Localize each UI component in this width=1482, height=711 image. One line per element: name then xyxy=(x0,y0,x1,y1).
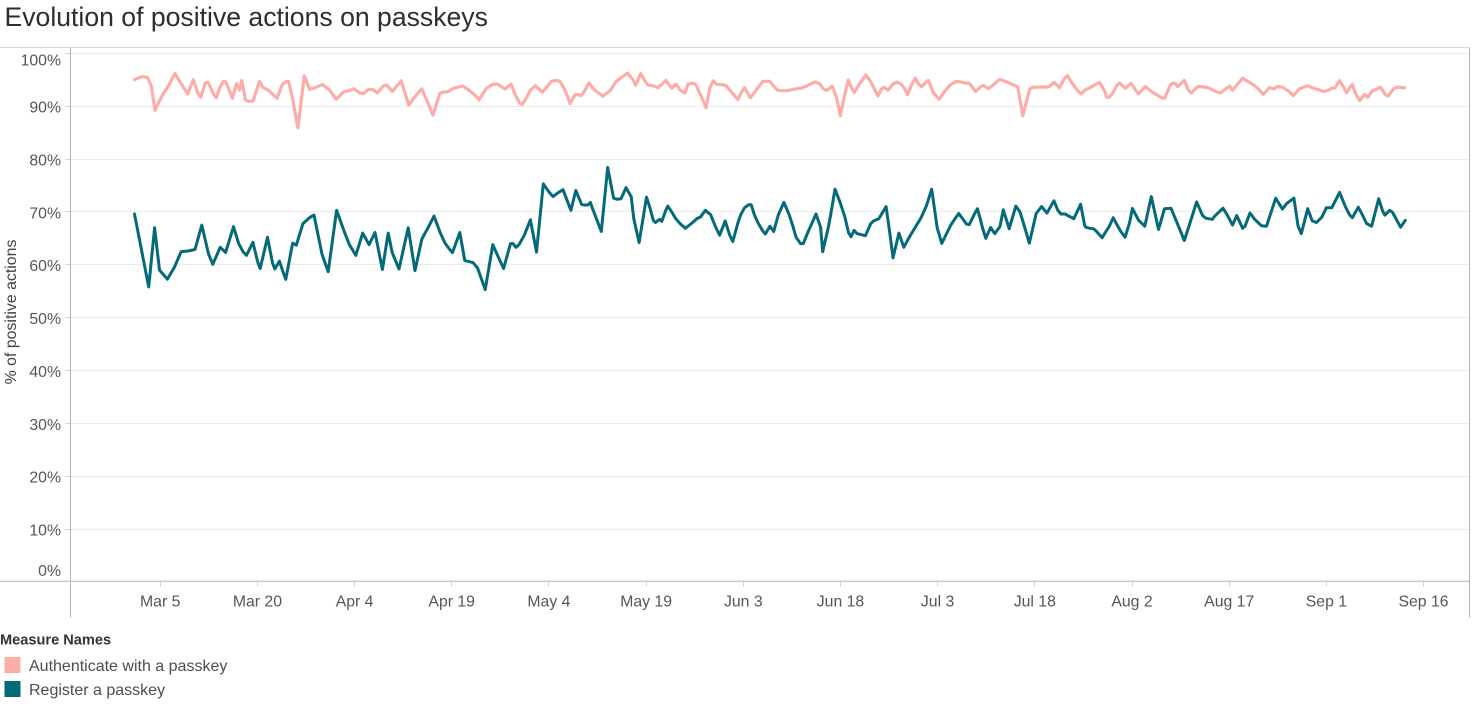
svg-text:Measure Names: Measure Names xyxy=(0,633,111,649)
svg-text:Evolution of positive actions: Evolution of positive actions on passkey… xyxy=(5,2,488,32)
svg-text:0%: 0% xyxy=(38,563,61,580)
svg-text:Jul 18: Jul 18 xyxy=(1014,594,1056,611)
svg-text:Jun 18: Jun 18 xyxy=(817,594,865,611)
svg-text:30%: 30% xyxy=(29,417,61,434)
svg-text:Apr 19: Apr 19 xyxy=(428,594,475,611)
svg-text:May 4: May 4 xyxy=(527,594,570,611)
svg-text:Aug 2: Aug 2 xyxy=(1111,594,1152,611)
svg-text:Jul 3: Jul 3 xyxy=(921,594,955,611)
svg-text:10%: 10% xyxy=(29,523,61,540)
svg-text:Register a passkey: Register a passkey xyxy=(29,682,165,699)
svg-text:Apr 4: Apr 4 xyxy=(336,594,374,611)
svg-text:60%: 60% xyxy=(29,258,61,275)
svg-text:Mar 5: Mar 5 xyxy=(140,594,181,611)
svg-text:20%: 20% xyxy=(29,470,61,487)
svg-text:80%: 80% xyxy=(29,152,61,169)
svg-text:Authenticate with a passkey: Authenticate with a passkey xyxy=(29,658,227,675)
svg-text:100%: 100% xyxy=(21,53,61,70)
svg-text:May 19: May 19 xyxy=(620,594,672,611)
svg-text:Sep 1: Sep 1 xyxy=(1306,594,1347,611)
svg-text:Jun 3: Jun 3 xyxy=(724,594,763,611)
svg-text:70%: 70% xyxy=(29,205,61,222)
svg-text:90%: 90% xyxy=(29,100,61,117)
svg-text:Mar 20: Mar 20 xyxy=(233,594,282,611)
svg-text:50%: 50% xyxy=(29,311,61,328)
svg-text:40%: 40% xyxy=(29,364,61,381)
svg-text:Aug 17: Aug 17 xyxy=(1204,594,1254,611)
svg-text:% of positive actions: % of positive actions xyxy=(3,240,20,385)
svg-text:Sep 16: Sep 16 xyxy=(1398,594,1448,611)
